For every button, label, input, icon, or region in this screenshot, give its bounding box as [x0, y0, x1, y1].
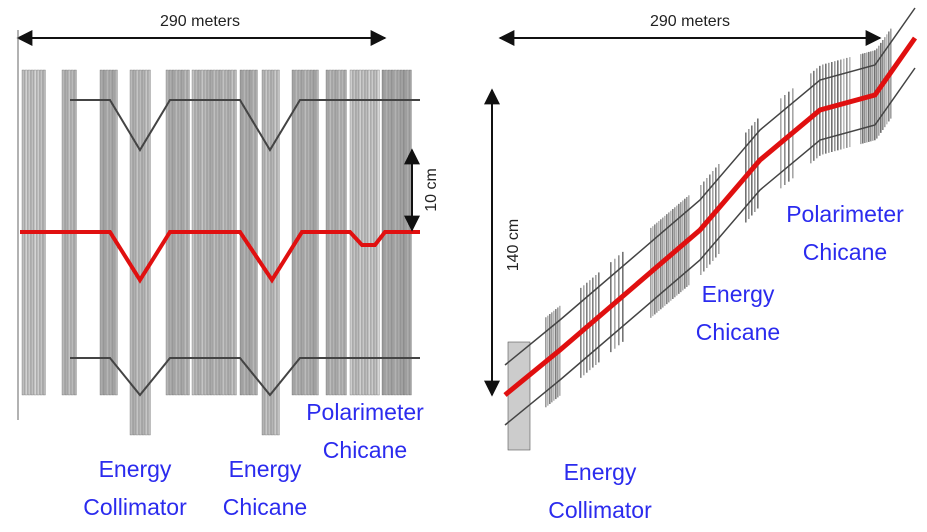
- magnet: [147, 69, 151, 436]
- magnet: [129, 69, 133, 436]
- magnet: [355, 69, 359, 396]
- section-label: Energy: [702, 281, 775, 307]
- magnet: [261, 69, 265, 436]
- magnet: [138, 69, 142, 436]
- height-label: 10 cm: [423, 168, 440, 212]
- beam-envelope: [70, 99, 420, 152]
- beam-envelope: [504, 67, 916, 426]
- section-label: Energy: [229, 456, 302, 482]
- magnet: [373, 69, 377, 396]
- magnet: [251, 69, 255, 396]
- magnet: [132, 69, 136, 436]
- section-label: Chicane: [803, 239, 887, 265]
- magnet: [276, 69, 280, 436]
- magnet: [264, 69, 268, 436]
- magnet: [270, 69, 274, 436]
- section-label: Chicane: [223, 494, 307, 520]
- magnet: [144, 69, 148, 436]
- width-label: 290 meters: [650, 13, 730, 30]
- section-label: Chicane: [323, 437, 407, 463]
- section-label: Polarimeter: [786, 201, 904, 227]
- height-label: 140 cm: [505, 219, 522, 271]
- magnet: [370, 69, 374, 396]
- magnet: [254, 69, 258, 396]
- beam-envelope: [504, 7, 916, 366]
- magnet: [364, 69, 368, 396]
- labels: Energy Collimator Energy Chicane Polarimeter…: [83, 201, 904, 523]
- magnet: [376, 69, 380, 396]
- section-label: Chicane: [696, 319, 780, 345]
- magnet: [294, 69, 298, 396]
- magnet: [267, 69, 271, 436]
- magnet: [141, 69, 145, 436]
- left-magnets: [21, 69, 412, 436]
- section-label: Collimator: [548, 497, 652, 523]
- beam-envelope: [70, 357, 420, 397]
- magnet: [291, 69, 295, 396]
- magnet: [135, 69, 139, 436]
- section-label: Energy: [564, 459, 637, 485]
- magnet: [507, 341, 531, 451]
- section-label: Collimator: [83, 494, 187, 520]
- section-label: Polarimeter: [306, 399, 424, 425]
- beam-line: [20, 230, 420, 284]
- magnet: [352, 69, 356, 396]
- magnet: [114, 69, 118, 396]
- magnet: [361, 69, 365, 396]
- magnet: [242, 69, 246, 396]
- beam-line: [503, 36, 918, 397]
- magnet: [273, 69, 277, 436]
- width-label: 290 meters: [160, 13, 240, 30]
- magnet: [245, 69, 249, 396]
- magnet: [358, 69, 362, 396]
- magnet: [367, 69, 371, 396]
- section-label: Energy: [99, 456, 172, 482]
- magnet: [248, 69, 252, 396]
